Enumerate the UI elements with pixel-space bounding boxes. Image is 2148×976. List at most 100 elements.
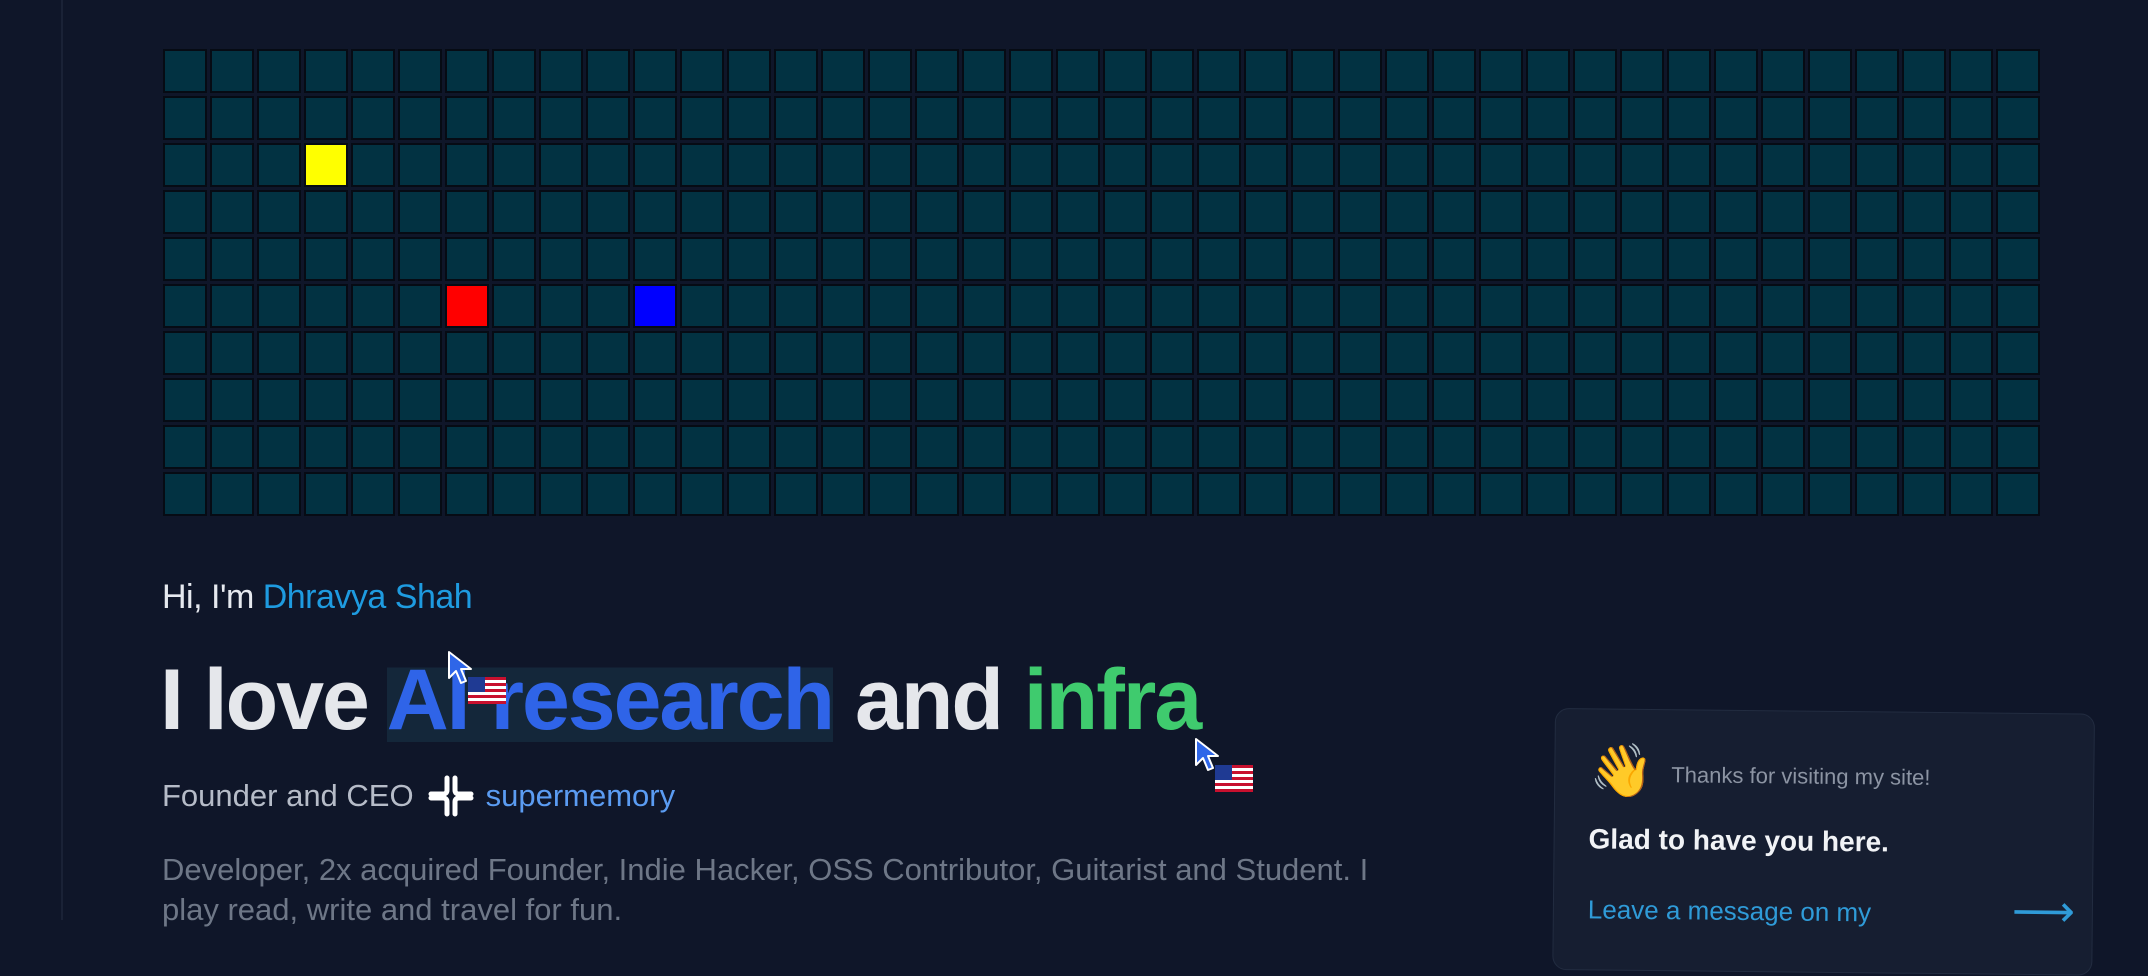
grid-cell[interactable] (1855, 237, 1899, 281)
grid-cell[interactable] (774, 96, 818, 140)
grid-cell[interactable] (727, 378, 771, 422)
grid-cell[interactable] (1667, 190, 1711, 234)
grid-cell[interactable] (1197, 331, 1241, 375)
grid-cell[interactable] (492, 425, 536, 469)
grid-cell[interactable] (1620, 331, 1664, 375)
grid-cell[interactable] (680, 425, 724, 469)
grid-cell[interactable] (1432, 237, 1476, 281)
grid-cell[interactable] (1291, 472, 1335, 516)
grid-cell[interactable] (257, 331, 301, 375)
grid-cell[interactable] (821, 237, 865, 281)
grid-cell[interactable] (539, 49, 583, 93)
grid-cell[interactable] (1996, 190, 2040, 234)
grid-cell[interactable] (1338, 472, 1382, 516)
grid-cell[interactable] (774, 143, 818, 187)
grid-cell[interactable] (398, 237, 442, 281)
grid-cell[interactable] (1197, 284, 1241, 328)
grid-cell[interactable] (1573, 96, 1617, 140)
grid-cell[interactable] (962, 49, 1006, 93)
grid-cell[interactable] (1714, 237, 1758, 281)
grid-cell[interactable] (1526, 143, 1570, 187)
grid-cell[interactable] (210, 190, 254, 234)
grid-cell[interactable] (1338, 96, 1382, 140)
grid-cell[interactable] (1479, 237, 1523, 281)
grid-cell[interactable] (1479, 472, 1523, 516)
grid-cell[interactable] (1244, 284, 1288, 328)
grid-cell[interactable] (1855, 96, 1899, 140)
grid-cell[interactable] (1620, 378, 1664, 422)
grid-cell[interactable] (915, 472, 959, 516)
grid-cell[interactable] (1620, 49, 1664, 93)
grid-cell[interactable] (962, 190, 1006, 234)
grid-cell[interactable] (1573, 49, 1617, 93)
grid-cell[interactable] (539, 190, 583, 234)
grid-cell[interactable] (1291, 378, 1335, 422)
grid-cell[interactable] (1385, 472, 1429, 516)
grid-cell[interactable] (1573, 331, 1617, 375)
grid-cell[interactable] (680, 237, 724, 281)
grid-cell[interactable] (1338, 143, 1382, 187)
grid-cell[interactable] (1667, 378, 1711, 422)
grid-cell[interactable] (1056, 237, 1100, 281)
grid-cell[interactable] (915, 425, 959, 469)
grid-cell[interactable] (586, 143, 630, 187)
grid-cell[interactable] (163, 472, 207, 516)
grid-cell[interactable] (163, 143, 207, 187)
grid-cell[interactable] (962, 425, 1006, 469)
grid-cell[interactable] (633, 143, 677, 187)
grid-cell[interactable] (1620, 143, 1664, 187)
grid-cell[interactable] (774, 425, 818, 469)
grid-cell[interactable] (1244, 425, 1288, 469)
grid-cell[interactable] (1432, 472, 1476, 516)
grid-cell[interactable] (727, 143, 771, 187)
grid-cell[interactable] (1667, 472, 1711, 516)
grid-cell[interactable] (1808, 472, 1852, 516)
grid-cell[interactable] (1761, 378, 1805, 422)
grid-cell[interactable] (1620, 237, 1664, 281)
grid-cell[interactable] (1432, 331, 1476, 375)
grid-cell[interactable] (351, 331, 395, 375)
grid-cell[interactable] (633, 472, 677, 516)
grid-cell[interactable] (1855, 49, 1899, 93)
grid-cell[interactable] (633, 190, 677, 234)
grid-cell[interactable] (1479, 425, 1523, 469)
grid-cell[interactable] (304, 472, 348, 516)
grid-cell[interactable] (398, 49, 442, 93)
grid-cell[interactable] (1103, 143, 1147, 187)
grid-cell[interactable] (445, 237, 489, 281)
grid-cell[interactable] (1338, 378, 1382, 422)
grid-cell[interactable] (1714, 96, 1758, 140)
grid-cell[interactable] (727, 425, 771, 469)
grid-cell[interactable] (1620, 284, 1664, 328)
grid-cell[interactable] (774, 284, 818, 328)
grid-cell[interactable] (1479, 378, 1523, 422)
grid-cell[interactable] (1855, 331, 1899, 375)
grid-cell[interactable] (304, 331, 348, 375)
grid-cell[interactable] (774, 190, 818, 234)
grid-cell[interactable] (1949, 49, 1993, 93)
grid-cell[interactable] (1855, 143, 1899, 187)
grid-cell[interactable] (1432, 190, 1476, 234)
grid-cell[interactable] (1526, 378, 1570, 422)
grid-cell[interactable] (210, 472, 254, 516)
grid-cell[interactable] (210, 378, 254, 422)
grid-cell[interactable] (1902, 49, 1946, 93)
grid-cell[interactable] (868, 190, 912, 234)
grid-cell[interactable] (774, 49, 818, 93)
grid-cell[interactable] (1197, 96, 1241, 140)
grid-cell[interactable] (1949, 190, 1993, 234)
grid-cell[interactable] (1761, 49, 1805, 93)
grid-cell[interactable] (1479, 143, 1523, 187)
grid-cell[interactable] (680, 190, 724, 234)
grid-cell[interactable] (1714, 49, 1758, 93)
grid-cell[interactable] (445, 472, 489, 516)
grid-cell[interactable] (1808, 425, 1852, 469)
grid-cell[interactable] (1761, 237, 1805, 281)
grid-cell[interactable] (680, 472, 724, 516)
grid-cell[interactable] (539, 331, 583, 375)
grid-cell[interactable] (1526, 96, 1570, 140)
grid-cell[interactable] (1103, 331, 1147, 375)
grid-cell[interactable] (210, 49, 254, 93)
grid-cell[interactable] (398, 425, 442, 469)
grid-cell[interactable] (1009, 96, 1053, 140)
